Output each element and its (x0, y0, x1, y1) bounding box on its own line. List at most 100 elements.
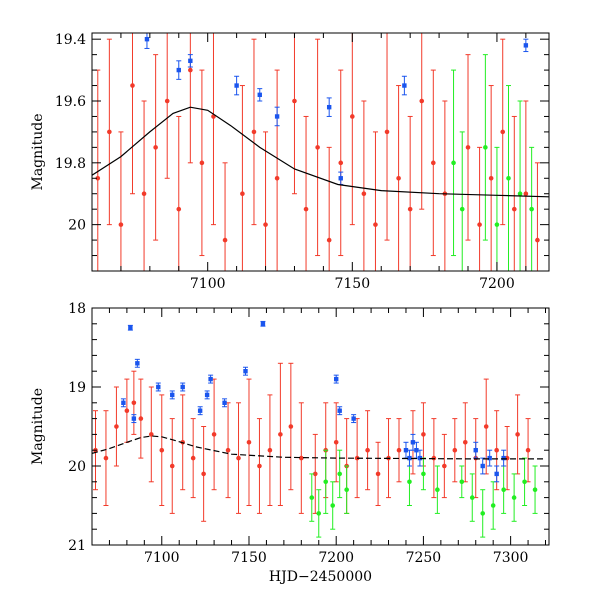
x-tick-label: 7250 (406, 550, 442, 566)
red-data-point (326, 237, 332, 243)
red-data-point (274, 175, 280, 181)
red-data-point (333, 440, 339, 445)
blue-data-point (337, 408, 342, 413)
red-data-point (131, 400, 137, 406)
red-data-point (159, 447, 165, 453)
red-data-point (488, 175, 494, 181)
red-data-point (312, 471, 318, 477)
red-data-point (236, 455, 241, 461)
red-data-point (240, 191, 245, 197)
red-data-point (124, 408, 130, 414)
red-data-point (315, 145, 320, 150)
red-data-point (375, 471, 381, 477)
green-data-point (407, 479, 412, 485)
red-data-point (462, 440, 468, 445)
y-tick-label: 19 (68, 380, 86, 396)
red-data-point (361, 191, 367, 197)
y-axis-title: Magnitude (30, 388, 46, 465)
x-tick-label: 7200 (479, 276, 515, 292)
red-data-point (190, 455, 196, 461)
red-data-point (141, 191, 147, 197)
x-tick-label: 7200 (318, 550, 354, 566)
green-data-point (483, 145, 488, 150)
green-data-point (421, 471, 426, 477)
red-data-point (442, 463, 447, 469)
y-tick-label: 19.6 (55, 94, 86, 110)
blue-data-point (121, 400, 126, 405)
blue-data-point (402, 83, 407, 88)
red-data-point (365, 447, 370, 453)
red-data-point (292, 98, 297, 104)
y-tick-label: 18 (68, 301, 86, 317)
green-data-point (490, 503, 496, 508)
blue-data-point (197, 408, 203, 413)
green-data-point (529, 206, 534, 212)
red-data-point (465, 145, 471, 150)
blue-data-point (410, 440, 416, 445)
red-data-point (396, 447, 402, 453)
x-tick-label: 7100 (144, 550, 180, 566)
blue-data-point (403, 448, 409, 453)
plot-area (92, 320, 546, 538)
blue-data-point (480, 463, 485, 469)
red-data-point (257, 463, 262, 469)
x-tick-label: 7100 (190, 276, 226, 292)
green-data-point (501, 487, 506, 493)
green-data-point (494, 222, 500, 227)
blue-data-point (326, 104, 332, 110)
red-data-point (303, 206, 309, 212)
red-data-point (373, 222, 378, 227)
red-data-point (407, 206, 413, 212)
red-data-point (267, 447, 273, 453)
green-data-point (506, 175, 511, 181)
green-data-point (435, 487, 440, 493)
red-data-point (419, 98, 425, 104)
x-tick-label: 7300 (493, 550, 529, 566)
red-data-point (525, 447, 531, 453)
red-data-point (500, 129, 506, 135)
red-data-point (511, 206, 517, 212)
blue-data-point (128, 325, 133, 330)
y-axis-title: Magnitude (30, 113, 46, 190)
blue-data-point (243, 369, 248, 374)
model-curve (92, 435, 546, 460)
x-tick-label: 7150 (231, 550, 267, 566)
red-data-point (153, 145, 158, 150)
green-data-point (451, 160, 456, 166)
blue-data-point (487, 455, 492, 461)
red-data-point (396, 175, 401, 181)
red-data-point (338, 160, 344, 166)
red-data-point (350, 114, 355, 119)
blue-data-point (188, 58, 193, 64)
blue-data-point (338, 176, 343, 181)
y-tick-label: 19.4 (55, 32, 86, 48)
red-data-point (95, 175, 101, 181)
red-data-point (169, 463, 175, 469)
blue-data-point (417, 455, 423, 461)
blue-data-point (473, 448, 478, 453)
x-tick-label: 7150 (334, 276, 370, 292)
plot-area (92, 33, 549, 271)
blue-data-point (274, 114, 280, 119)
blue-data-point (494, 471, 499, 477)
top-panel: 7100 7150 7200 19.4 19.6 19.8 20 Magnitude (30, 32, 550, 292)
green-data-point (323, 479, 329, 485)
red-data-point (263, 222, 268, 227)
blue-data-point (204, 392, 210, 398)
red-data-point (222, 237, 228, 243)
blue-data-point (351, 416, 356, 421)
red-data-point (201, 471, 206, 477)
blue-data-point (135, 361, 140, 366)
plot-frame (91, 307, 550, 546)
blue-data-point (407, 455, 412, 461)
blue-data-point (523, 43, 529, 48)
red-data-point (535, 237, 540, 243)
blue-data-point (170, 392, 175, 398)
red-data-point (515, 432, 520, 437)
blue-data-point (414, 448, 419, 453)
red-data-point (199, 160, 205, 166)
green-data-point (316, 511, 322, 516)
green-data-point (330, 503, 336, 508)
red-data-point (421, 432, 426, 437)
